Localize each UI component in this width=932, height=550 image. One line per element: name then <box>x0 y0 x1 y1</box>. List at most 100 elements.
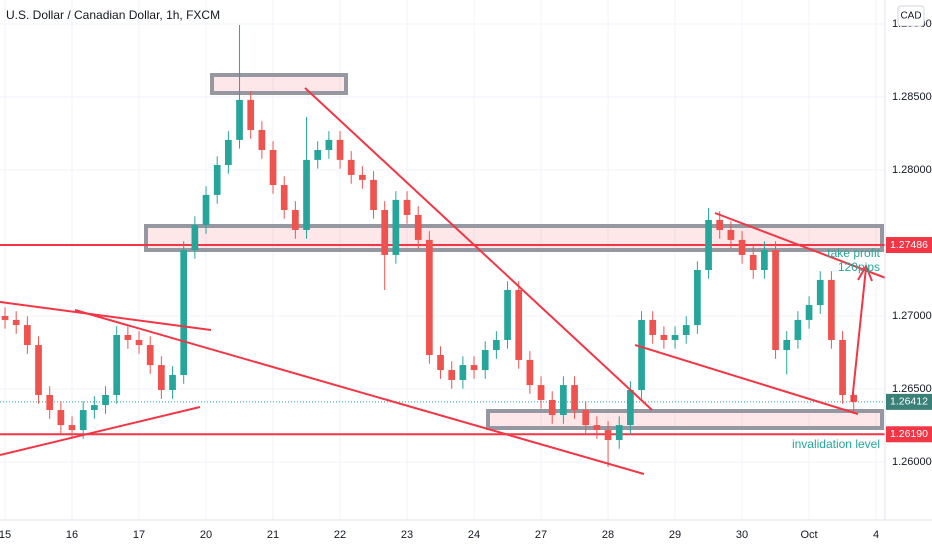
x-tick-label: 15 <box>0 529 11 541</box>
candle-body <box>537 385 545 400</box>
chart-title: U.S. Dollar / Canadian Dollar, 1h, FXCM <box>6 8 220 22</box>
candle-body <box>325 139 333 150</box>
candle-body <box>24 325 31 346</box>
candle-body <box>347 159 355 175</box>
candle-body <box>414 214 422 240</box>
trend-line <box>0 301 212 331</box>
candle-body <box>225 139 232 166</box>
candle-body <box>202 194 210 226</box>
candle-body <box>258 129 266 150</box>
x-tick-label: 30 <box>736 529 748 541</box>
candle-body <box>135 339 143 346</box>
candles <box>1 24 858 467</box>
trend-line <box>634 344 859 415</box>
candle-body <box>649 319 657 335</box>
candle-body <box>437 354 444 371</box>
price-tag-label: 1.27486 <box>890 239 928 251</box>
x-tick-label: 23 <box>401 529 413 541</box>
candle-body <box>336 139 344 160</box>
candle-body <box>783 339 791 351</box>
candle-body <box>448 370 456 380</box>
candle-body <box>582 410 590 426</box>
candle-body <box>280 185 288 210</box>
x-tick-label: 22 <box>334 529 346 541</box>
candle-body <box>493 339 500 351</box>
y-tick-label: 1.26000 <box>892 456 932 468</box>
target-arrow <box>851 267 867 403</box>
candle-body <box>850 395 858 402</box>
x-tick-label: 24 <box>468 529 480 541</box>
y-tick-label: 1.28000 <box>892 164 932 176</box>
candle-body <box>716 219 724 230</box>
candle-body <box>481 350 489 371</box>
candle-body <box>314 149 322 160</box>
candle-body <box>548 399 556 416</box>
candle-body <box>682 325 690 335</box>
currency-button[interactable] <box>897 5 925 27</box>
trend-lines <box>0 87 913 475</box>
candle-body <box>526 359 534 386</box>
x-tick-label: 28 <box>602 529 614 541</box>
candle-body <box>828 279 835 340</box>
candle-body <box>504 290 511 340</box>
candle-body <box>158 365 165 391</box>
candle-body <box>12 319 20 326</box>
price-tag-label: 1.26412 <box>890 396 928 408</box>
candle-body <box>459 365 467 380</box>
x-tick-label: 17 <box>133 529 145 541</box>
candle-body <box>392 199 400 255</box>
annotation: 120pips <box>838 260 880 274</box>
candle-body <box>146 345 154 366</box>
candle-body <box>303 159 310 230</box>
trend-line <box>304 87 653 411</box>
price-tag <box>886 426 932 443</box>
candle-body <box>627 390 634 426</box>
y-tick-label: 1.26500 <box>892 383 932 395</box>
candle-body <box>180 249 188 375</box>
candle-body <box>35 345 42 396</box>
trend-line <box>0 406 201 456</box>
candle-body <box>738 239 746 255</box>
candle-body <box>772 249 779 351</box>
candle-body <box>593 425 601 431</box>
candle-body <box>236 99 243 140</box>
candle-body <box>191 225 199 250</box>
candle-body <box>660 334 668 340</box>
candle-body <box>269 149 277 186</box>
x-tick-label: 27 <box>535 529 547 541</box>
candle-body <box>571 385 578 411</box>
candle-body <box>247 99 255 130</box>
candle-body <box>470 365 478 371</box>
candle-body <box>727 229 735 240</box>
candle-body <box>604 430 612 440</box>
candle-body <box>68 425 76 431</box>
candle-body <box>1 316 9 320</box>
candle-body <box>794 319 802 340</box>
arrow-head <box>857 263 873 282</box>
x-tick-label: 16 <box>66 529 78 541</box>
candle-body <box>515 290 523 360</box>
resistance-zone <box>210 73 348 95</box>
candle-body <box>213 165 221 195</box>
price-tag <box>886 237 932 254</box>
candle-body <box>79 410 87 431</box>
price-tag <box>886 393 932 410</box>
candle-body <box>816 279 824 306</box>
candle-body <box>761 249 768 271</box>
candle-body <box>113 334 121 396</box>
candle-body <box>615 425 623 440</box>
candle-body <box>426 239 433 355</box>
x-tick-label: 21 <box>267 529 279 541</box>
levels <box>0 244 885 436</box>
trend-line <box>74 309 645 475</box>
resistance-zone <box>144 224 884 252</box>
candle-body <box>403 199 411 215</box>
candle-body <box>359 174 366 180</box>
currency-button-label[interactable]: CAD <box>900 11 921 22</box>
candle-body <box>124 334 132 340</box>
candle-body <box>46 395 54 411</box>
candle-body <box>381 209 389 255</box>
y-tick-label: 1.27000 <box>892 310 932 322</box>
candle-body <box>57 410 65 426</box>
